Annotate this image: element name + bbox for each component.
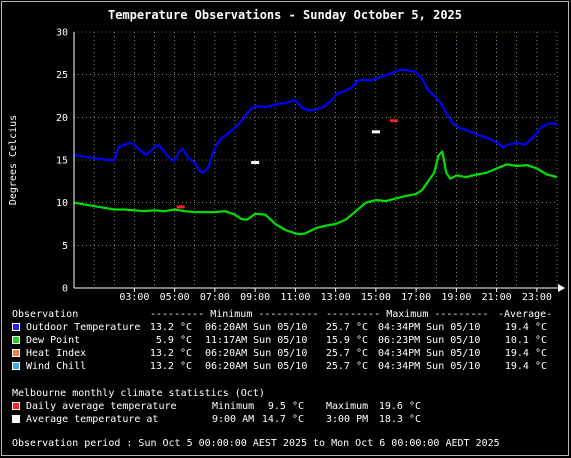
y-tick-label: 20 — [56, 113, 68, 124]
climate-col1: 9:00 AM — [212, 414, 255, 425]
x-tick-labels: 03:00 05:00 07:00 09:00 11:00 13:00 15:00 17:00… — [119, 288, 552, 300]
legend-swatch — [12, 336, 20, 344]
climate-markers — [176, 119, 398, 209]
legend-max-time: 04:34PM Sun 05/10 — [378, 361, 481, 372]
legend-max-time: 04:34PM Sun 05/10 — [378, 322, 481, 333]
x-tick-label: 21:00 — [482, 292, 512, 300]
legend-min-time: 06:20AM Sun 05/10 — [205, 348, 308, 359]
marker-average-temperature — [371, 130, 380, 134]
legend-avg: 19.4 °C — [504, 322, 547, 333]
legend-swatch — [12, 323, 20, 331]
legend-avg: 19.4 °C — [504, 348, 547, 359]
y-tick-label: 10 — [56, 198, 68, 209]
x-tick-label: 19:00 — [441, 292, 471, 300]
legend-min: 13.2 °C — [149, 322, 192, 333]
x-tick-label: 09:00 — [240, 292, 270, 300]
y-tick-label: 15 — [56, 156, 68, 167]
climate-col2: 14.7 °C — [261, 414, 304, 425]
x-tick-label: 13:00 — [321, 292, 351, 300]
climate-label: Daily average temperature — [26, 401, 177, 412]
x-tick-label: 23:00 — [522, 292, 552, 300]
series-line-dew-point — [73, 150, 558, 236]
legend-header-maximum: --------- Maximum --------- — [326, 309, 489, 320]
y-tick-label: 30 — [56, 28, 68, 39]
x-tick-label: 11:00 — [280, 292, 310, 300]
legend-max-time: 06:23PM Sun 05/10 — [378, 335, 481, 346]
marker-daily-average-temperature — [389, 119, 398, 123]
x-tick-label: 03:00 — [119, 292, 149, 300]
x-tick-label: 05:00 — [160, 292, 190, 300]
climate-col2: 9.5 °C — [267, 401, 304, 412]
climate-swatch — [12, 402, 20, 410]
legend-max: 15.9 °C — [325, 335, 368, 346]
legend-label: Wind Chill — [26, 361, 87, 372]
x-tick-label: 17:00 — [401, 292, 431, 300]
x-tick-label: 07:00 — [200, 292, 230, 300]
series-line-outdoor-temperature — [73, 68, 558, 174]
marker-average-temperature — [251, 161, 260, 165]
y-tick-label: 5 — [62, 241, 68, 252]
legend-header-average: -Average- — [498, 309, 553, 320]
legend-avg: 10.1 °C — [504, 335, 547, 346]
marker-daily-average-temperature — [176, 205, 185, 209]
legend-header-observation: Observation — [12, 309, 79, 320]
legend-header-minimum: --------- Minimum ---------- — [150, 309, 319, 320]
y-axis-label: Degrees Celcius — [8, 115, 19, 205]
legend-max-time: 04:34PM Sun 05/10 — [378, 348, 481, 359]
legend-min-time: 06:20AM Sun 05/10 — [205, 322, 308, 333]
x-axis-arrow-icon — [558, 284, 565, 292]
climate-title: Melbourne monthly climate statistics (Oc… — [12, 388, 265, 399]
observation-period: Observation period : Sun Oct 5 00:00:00 … — [12, 438, 500, 449]
x-tick-label: 15:00 — [361, 292, 391, 300]
legend-avg: 19.4 °C — [504, 361, 547, 372]
legend-max: 25.7 °C — [325, 348, 368, 359]
climate-col4: 19.6 °C — [378, 401, 421, 412]
climate-col3: Maximum — [326, 401, 369, 412]
legend-max: 25.7 °C — [325, 322, 368, 333]
legend-max: 25.7 °C — [325, 361, 368, 372]
climate-swatch — [12, 415, 20, 423]
legend-label: Outdoor Temperature — [26, 322, 141, 333]
legend-min: 13.2 °C — [149, 348, 192, 359]
climate-col4: 18.3 °C — [378, 414, 421, 425]
legend-label: Dew Point — [26, 335, 81, 346]
legend-min: 13.2 °C — [149, 361, 192, 372]
y-tick-labels: 0 5 10 15 20 25 30 — [56, 28, 68, 295]
y-tick-label: 0 — [62, 284, 68, 295]
legend-label: Heat Index — [26, 348, 87, 359]
climate-col1: Minimum — [212, 401, 255, 412]
data-series — [73, 68, 558, 236]
legend-min-time: 11:17AM Sun 05/10 — [205, 335, 308, 346]
climate-label: Average temperature at — [26, 414, 159, 425]
legend-swatch — [12, 349, 20, 357]
y-tick-label: 25 — [56, 70, 68, 81]
legend-min: 5.9 °C — [155, 335, 192, 346]
legend-min-time: 06:20AM Sun 05/10 — [205, 361, 308, 372]
temperature-chart: Temperature Observations - Sunday Octobe… — [8, 8, 565, 300]
chart-title: Temperature Observations - Sunday Octobe… — [108, 8, 462, 22]
legend-swatch — [12, 362, 20, 370]
climate-col3: 3:00 PM — [326, 414, 369, 425]
